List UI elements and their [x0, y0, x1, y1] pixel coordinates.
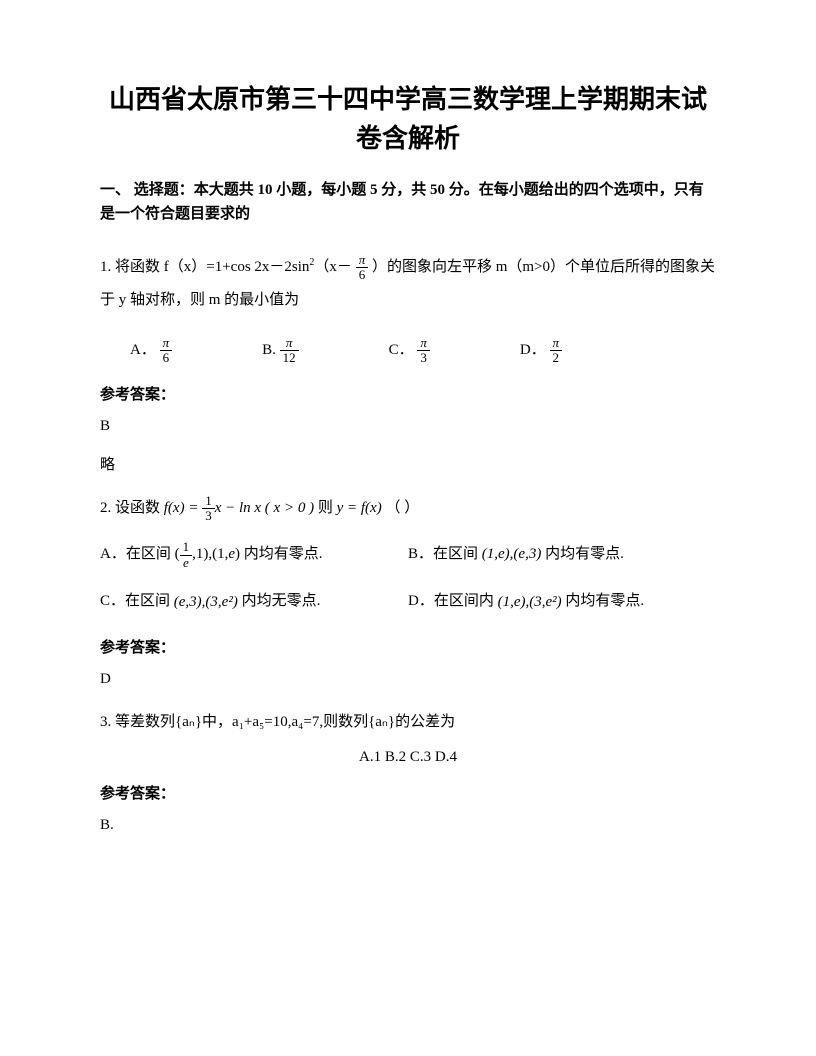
q2-b-post: 内均有零点. [545, 546, 624, 562]
q1-opt-d-label: D． [520, 342, 546, 358]
exam-page: 山西省太原市第三十四中学高三数学理上学期期末试 卷含解析 一、 选择题：本大题共… [0, 0, 816, 892]
q2-expr-left: f(x) = [164, 500, 202, 516]
q3-answer: B. [100, 817, 716, 834]
q1-opt-a-label: A． [130, 342, 156, 358]
q1-option-d: D． π2 [520, 335, 562, 365]
q2-a-pre: A．在区间 [100, 546, 175, 562]
q2-prefix: 2. 设函数 [100, 500, 164, 516]
q2-option-b: B．在区间 (1,e),(e,3) 内均有零点. [408, 535, 716, 574]
question-3: 3. 等差数列{aₙ}中，a₁+a₅=10,a₄=7,则数列{aₙ}的公差为 [100, 706, 716, 739]
q3-options: A.1 B.2 C.3 D.4 [100, 749, 716, 766]
q1-answer: B [100, 418, 716, 435]
q2-frac: 13 [202, 494, 215, 524]
q1-fraction: π6 [356, 253, 369, 283]
q2-answer: D [100, 671, 716, 688]
q2-expr-right: x − ln x ( x > 0 ) [215, 500, 314, 516]
q1-opt-b-label: B. [262, 342, 276, 358]
q1-opt-d-frac: π2 [550, 336, 563, 366]
question-1: 1. 将函数 f（x）=1+cos 2x－2sin2（x－ π6 ）的图象向左平… [100, 251, 716, 317]
q1-opt-b-frac: π12 [280, 336, 299, 366]
q2-a-post: 内均有零点. [244, 546, 323, 562]
q2-mid: 则 [318, 500, 337, 516]
q1-option-c: C． π3 [389, 335, 430, 365]
q1-option-b: B. π12 [262, 335, 299, 365]
q1-opt-c-label: C． [389, 342, 414, 358]
q2-answer-label: 参考答案： [100, 636, 716, 657]
q2-option-c: C．在区间 (e,3),(3,e²) 内均无零点. [100, 582, 408, 621]
q1-frac-den: 6 [356, 268, 369, 282]
q2-c-pre: C．在区间 [100, 593, 174, 609]
q1-note: 略 [100, 453, 716, 474]
q1-opt-a-frac: π6 [160, 336, 173, 366]
q1-options: A． π6 B. π12 C． π3 D． π2 [130, 335, 716, 365]
q2-d-interval: (1,e),(3,e²) [498, 583, 562, 622]
q2-expr: f(x) = 13x − ln x ( x > 0 ) [164, 492, 314, 525]
q2-d-pre: D．在区间内 [408, 593, 498, 609]
q1-answer-label: 参考答案： [100, 383, 716, 404]
q1-text-mid: （x－ [314, 259, 355, 275]
question-2: 2. 设函数 f(x) = 13x − ln x ( x > 0 ) 则 y =… [100, 492, 716, 525]
q2-c-post: 内均无零点. [242, 593, 321, 609]
title-line-1: 山西省太原市第三十四中学高三数学理上学期期末试 [109, 85, 707, 114]
q2-options-row1: A．在区间 (1e,1),(1,e) 内均有零点. B．在区间 (1,e),(e… [100, 535, 716, 574]
q2-c-interval: (e,3),(3,e²) [174, 583, 238, 622]
q2-option-a: A．在区间 (1e,1),(1,e) 内均有零点. [100, 535, 408, 574]
section-heading: 一、 选择题：本大题共 10 小题，每小题 5 分，共 50 分。在每小题给出的… [100, 178, 716, 226]
page-title: 山西省太原市第三十四中学高三数学理上学期期末试 卷含解析 [100, 80, 716, 158]
q2-options-row2: C．在区间 (e,3),(3,e²) 内均无零点. D．在区间内 (1,e),(… [100, 582, 716, 621]
title-line-2: 卷含解析 [356, 124, 460, 153]
q3-answer-label: 参考答案： [100, 782, 716, 803]
q2-b-interval: (1,e),(e,3) [482, 535, 542, 574]
q2-d-post: 内均有零点. [565, 593, 644, 609]
q1-text-prefix: 1. 将函数 f（x）=1+cos 2x－2sin [100, 259, 309, 275]
q1-opt-c-frac: π3 [417, 336, 430, 366]
q1-frac-num: π [356, 253, 369, 268]
q2-a-interval: (1e,1),(1,e) [175, 535, 240, 574]
q2-expr2: y = f(x) [337, 500, 382, 516]
q2-suffix: （ ） [385, 500, 419, 516]
q2-option-d: D．在区间内 (1,e),(3,e²) 内均有零点. [408, 582, 716, 621]
q2-b-pre: B．在区间 [408, 546, 482, 562]
q1-option-a: A． π6 [130, 335, 172, 365]
